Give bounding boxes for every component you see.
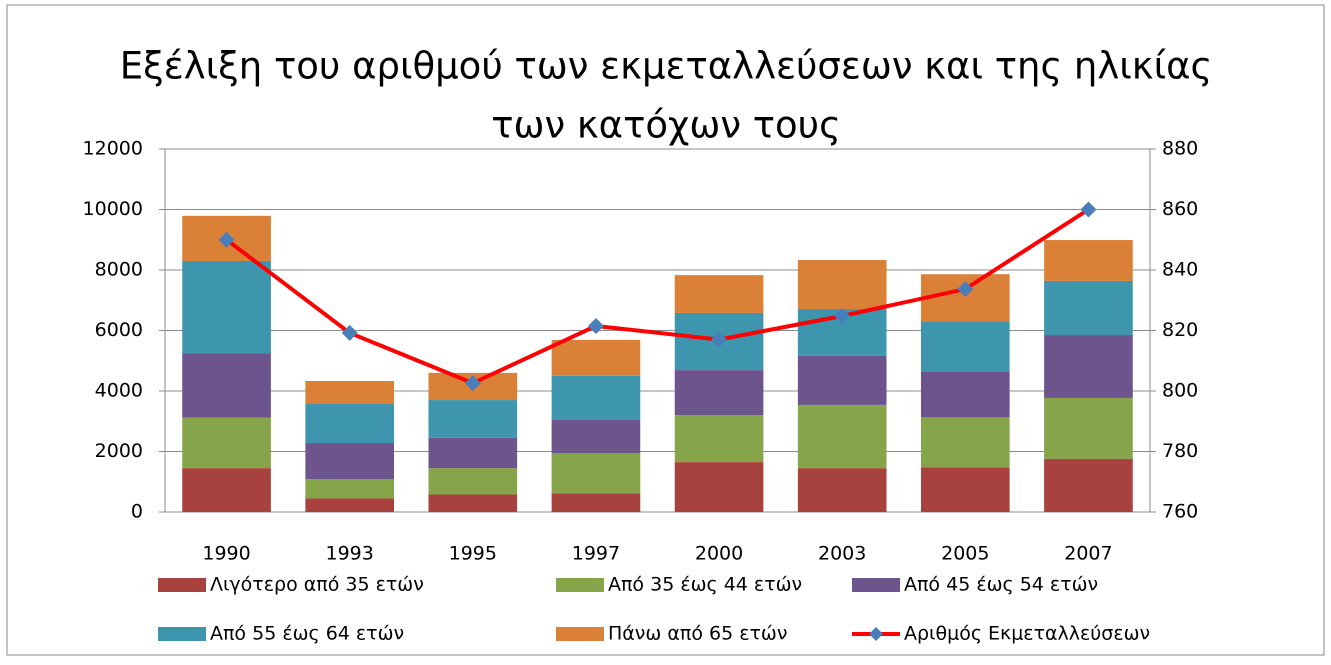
marker [341, 324, 358, 341]
y2-tick-label: 860 [1162, 198, 1198, 220]
bar-segment [797, 404, 887, 469]
bar-segment [305, 381, 395, 405]
bar-segment [674, 415, 764, 463]
bar-segment [674, 462, 764, 512]
x-tick-label: 2003 [818, 543, 866, 565]
bar-segment [674, 275, 764, 313]
marker [464, 375, 481, 392]
bar-segment [1044, 240, 1133, 281]
bar-segment [428, 437, 518, 469]
legend-swatch [556, 578, 604, 592]
bar-segment [920, 371, 1010, 418]
marker [711, 331, 728, 348]
x-tick-label: 2000 [695, 543, 743, 565]
bar-segment [551, 453, 641, 494]
marker [957, 281, 974, 298]
legend-label: Αριθμός Εκμεταλλεύσεων [904, 623, 1150, 645]
y2-tick-label: 800 [1162, 380, 1198, 402]
y-tick-label: 10000 [83, 198, 143, 220]
bar-segment [182, 417, 271, 469]
bar-segment [797, 468, 887, 512]
bar-segment [1044, 335, 1133, 398]
y2-tick-label: 880 [1162, 138, 1198, 160]
bar-segment [1044, 458, 1133, 512]
marker [218, 231, 235, 248]
bar-segment [428, 468, 518, 495]
bar-segment [674, 370, 764, 416]
chart-title: των κατόχων τους [491, 104, 841, 147]
bar-segment [305, 479, 395, 499]
y2-tick-label: 780 [1162, 440, 1198, 462]
legend-marker [869, 627, 883, 641]
line [225, 207, 1090, 386]
bar-segment [551, 339, 641, 376]
y-tick-label: 0 [131, 501, 143, 523]
bar-segment [920, 417, 1010, 468]
y2-tick-label: 820 [1162, 319, 1198, 341]
y-tick-label: 6000 [95, 319, 143, 341]
legend-label: Πάνω από 65 ετών [608, 623, 787, 645]
legend-swatch [158, 578, 206, 592]
x-tick-label: 1990 [202, 543, 250, 565]
legend-swatch [852, 578, 900, 592]
x-tick-label: 1995 [449, 543, 497, 565]
x-tick-label: 2007 [1064, 543, 1112, 565]
bar-segment [305, 443, 395, 480]
x-tick-label: 1993 [326, 543, 374, 565]
x-tick-label: 2005 [941, 543, 989, 565]
bar-segment [920, 321, 1010, 372]
bar-segment [305, 404, 395, 444]
bar-segment [305, 498, 395, 512]
bar-segment [551, 420, 641, 454]
bar-segment [428, 494, 518, 512]
marker [587, 317, 604, 334]
chart-title: Εξέλιξη του αριθμού των εκμεταλλεύσεων κ… [120, 45, 1212, 88]
bar-segment [182, 353, 271, 418]
y2-tick-label: 840 [1162, 259, 1198, 281]
y-tick-label: 2000 [95, 440, 143, 462]
legend-swatch [556, 627, 604, 641]
bar-segment [920, 467, 1010, 512]
y-tick-label: 12000 [83, 138, 143, 160]
bar-segment [1044, 397, 1133, 459]
bar-segment [797, 260, 887, 310]
x-tick-label: 1997 [572, 543, 620, 565]
bar-segment [1044, 280, 1133, 336]
bar-segment [551, 493, 641, 512]
bar-segment [797, 355, 887, 405]
legend-label: Από 55 έως 64 ετών [210, 623, 404, 645]
legend-label: Λιγότερο από 35 ετών [210, 574, 424, 596]
y2-tick-label: 760 [1162, 501, 1198, 523]
legend-label: Από 45 έως 54 ετών [904, 574, 1098, 596]
legend-swatch [158, 627, 206, 641]
legend-label: Από 35 έως 44 ετών [608, 574, 802, 596]
bar-segment [428, 400, 518, 438]
marker [1080, 201, 1097, 218]
bar-segment [182, 468, 271, 512]
bar-segment [551, 375, 641, 421]
y-tick-label: 8000 [95, 259, 143, 281]
bar-segment [182, 260, 271, 354]
marker [834, 307, 851, 324]
y-tick-label: 4000 [95, 380, 143, 402]
